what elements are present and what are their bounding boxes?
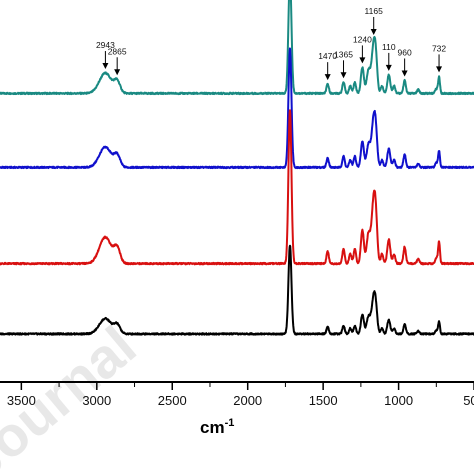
x-tick-label: 1000 <box>384 393 413 408</box>
annotation-arrow-head <box>401 70 408 77</box>
spectrum-line-2 <box>0 47 474 170</box>
annotation-label: 1365 <box>334 49 353 59</box>
spectrum-line-4 <box>0 244 474 336</box>
annotation-label: 1165 <box>365 6 384 16</box>
spectra-group <box>0 0 474 336</box>
annotation-label: 1470 <box>318 51 337 61</box>
annotation-arrow-head <box>324 74 331 81</box>
annotation-label: 2865 <box>108 46 127 56</box>
x-tick-label: 3000 <box>82 393 111 408</box>
annotation-label: 732 <box>432 43 446 53</box>
annotation-arrow-head <box>436 66 443 73</box>
annotation-arrow-head <box>340 72 347 79</box>
spectrum-line-3 <box>0 109 474 266</box>
x-tick-label: 500 <box>463 393 474 408</box>
x-axis-ticks: 3500 3000 2500 2000 1500 1000 500 <box>7 382 474 408</box>
spectrum-line-1 <box>0 0 474 96</box>
x-tick-label: 3500 <box>7 393 36 408</box>
annotation-arrow-head <box>385 64 392 71</box>
x-tick-label: 2500 <box>158 393 187 408</box>
annotation-arrow-head <box>114 69 121 76</box>
annotation-arrow-head <box>102 63 109 70</box>
annotation-arrow-head <box>370 28 377 35</box>
x-tick-label: 2000 <box>233 393 262 408</box>
annotation-label: 1240 <box>353 34 372 44</box>
annotation-label: 2943 <box>96 40 115 50</box>
x-axis-label-main: cm <box>200 418 225 437</box>
annotation-label: 960 <box>398 47 412 57</box>
annotation-label: 110 <box>382 42 396 52</box>
x-axis-label-superscript: -1 <box>225 417 235 429</box>
x-axis-label: cm-1 <box>200 417 234 437</box>
peak-annotations: 2943286517201470136512401165110960732450 <box>96 6 446 81</box>
annotation-arrow-head <box>359 57 366 64</box>
x-tick-label: 1500 <box>309 393 338 408</box>
